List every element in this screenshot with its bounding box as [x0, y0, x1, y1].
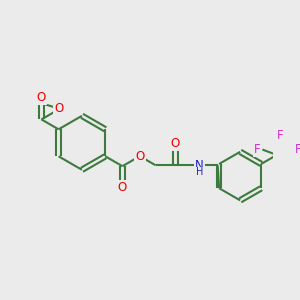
Text: O: O: [118, 181, 127, 194]
Text: O: O: [54, 102, 64, 115]
Text: O: O: [171, 137, 180, 150]
Text: H: H: [196, 167, 203, 178]
Text: N: N: [195, 159, 204, 172]
Text: F: F: [277, 129, 284, 142]
Text: F: F: [295, 143, 300, 156]
Text: O: O: [135, 150, 145, 163]
Text: F: F: [254, 143, 260, 156]
Text: O: O: [37, 91, 46, 104]
